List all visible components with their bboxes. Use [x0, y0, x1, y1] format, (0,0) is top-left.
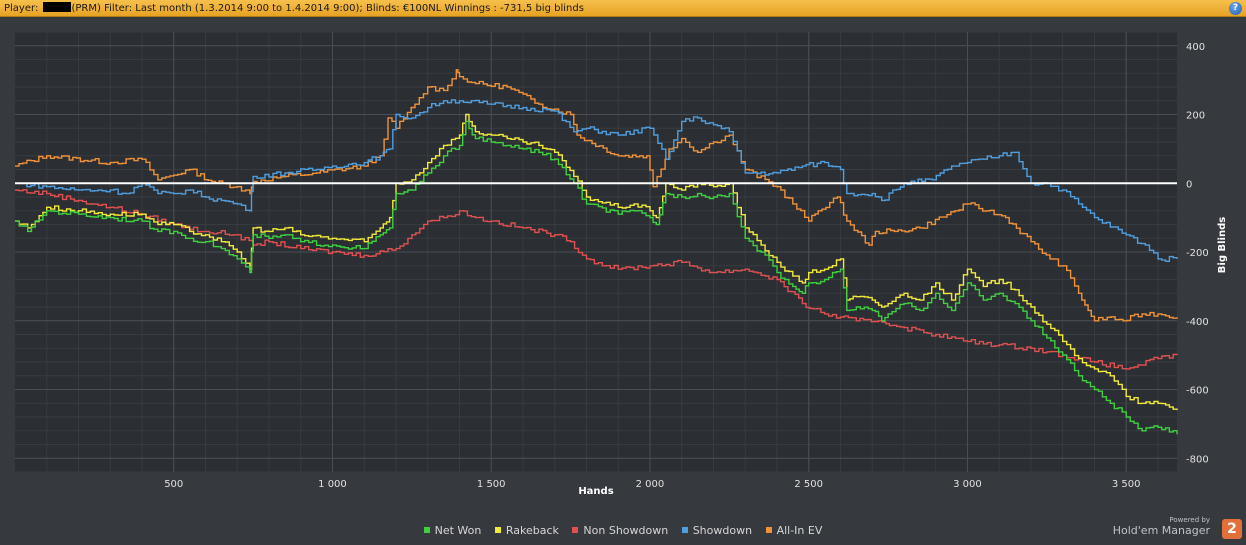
chart-legend: Net Won Rakeback Non Showdown Showdown A… — [0, 524, 1246, 537]
x-tick-label: 1 500 — [477, 479, 506, 490]
legend-item-net-won[interactable]: Net Won — [423, 524, 482, 537]
y-tick-label: -800 — [1186, 454, 1209, 465]
legend-swatch — [572, 527, 579, 533]
y-tick-label: 400 — [1186, 42, 1205, 53]
y-tick-label: -400 — [1186, 317, 1209, 328]
redacted-player-name — [42, 2, 71, 12]
filter-text: Filter: Last month (1.3.2014 9:00 to 1.4… — [104, 3, 584, 14]
series-line-showdown — [15, 99, 1178, 262]
x-tick-label: 2 500 — [794, 479, 823, 490]
legend-item-rakeback[interactable]: Rakeback — [494, 524, 559, 537]
legend-label: Net Won — [434, 524, 482, 537]
x-tick-label: 3 500 — [1112, 479, 1141, 490]
series-line-net-won — [15, 120, 1178, 435]
series-line-rakeback — [15, 113, 1178, 411]
question-mark-icon[interactable]: ? — [1229, 2, 1242, 15]
legend-swatch — [423, 527, 430, 533]
series-line-non-showdown — [15, 189, 1178, 370]
player-label: Player: — [4, 3, 39, 14]
player-suffix: (PRM) — [71, 3, 101, 14]
brand-name: Hold'em Manager — [1112, 524, 1210, 537]
x-tick-label: 3 000 — [953, 479, 982, 490]
legend-label: Showdown — [692, 524, 753, 537]
x-axis-label: Hands — [578, 486, 613, 497]
legend-item-non-showdown[interactable]: Non Showdown — [572, 524, 668, 537]
legend-swatch — [765, 527, 772, 533]
hem2-logo-icon: 2 — [1222, 519, 1242, 539]
x-tick-label: 2 000 — [636, 479, 665, 490]
x-tick-label: 1 000 — [318, 479, 347, 490]
y-tick-label: 200 — [1186, 111, 1205, 122]
legend-label: Rakeback — [505, 524, 559, 537]
legend-item-all-in-ev[interactable]: All-In EV — [765, 524, 823, 537]
legend-label: Non Showdown — [583, 524, 669, 537]
axis-ticks: 500 1 000 1 500 2 000 2 500 3 000 3 500 400 200 0… — [164, 42, 1209, 490]
y-tick-label: -200 — [1186, 248, 1209, 259]
legend-swatch — [681, 527, 688, 533]
y-axis-label: Big Blinds — [1217, 217, 1228, 273]
y-tick-label: -600 — [1186, 386, 1209, 397]
series-line-all-in-ev — [15, 69, 1178, 322]
winnings-graph: 500 1 000 1 500 2 000 2 500 3 000 3 500 400 200 0… — [15, 31, 1228, 497]
report-filter-summary: Player: (PRM) Filter: Last month (1.3.20… — [4, 2, 584, 15]
report-header-bar: Player: (PRM) Filter: Last month (1.3.20… — [0, 0, 1246, 17]
legend-item-showdown[interactable]: Showdown — [681, 524, 753, 537]
x-tick-label: 500 — [164, 479, 183, 490]
y-tick-label: 0 — [1186, 179, 1192, 190]
legend-label: All-In EV — [776, 524, 823, 537]
powered-by-text: Powered by — [1169, 516, 1210, 524]
legend-swatch — [494, 527, 501, 533]
series-lines — [15, 69, 1178, 435]
branding: Powered by Hold'em Manager — [1113, 516, 1210, 538]
